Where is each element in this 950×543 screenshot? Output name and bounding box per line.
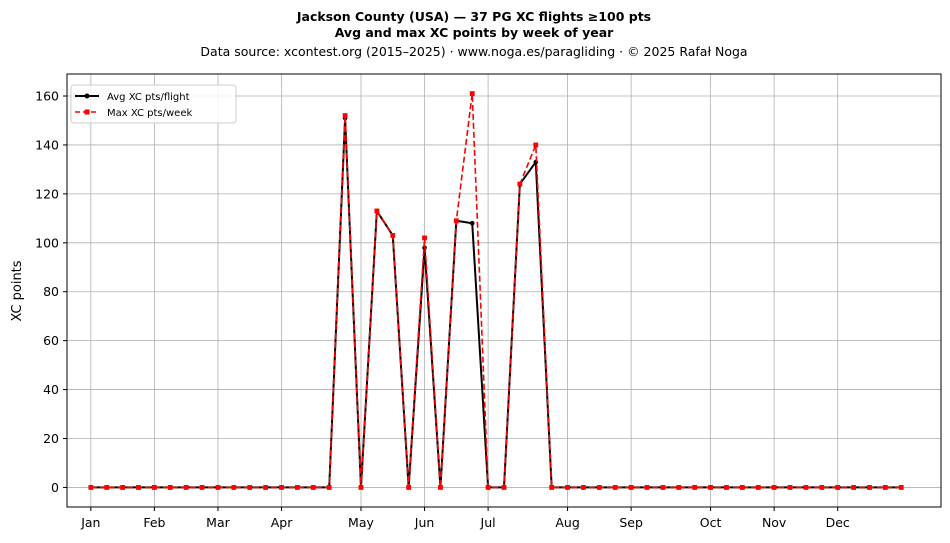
y-tick-label: 100 xyxy=(35,235,59,250)
y-tick-label: 160 xyxy=(35,89,59,104)
data-point-max xyxy=(628,485,634,490)
series-line-avg xyxy=(90,117,902,489)
x-tick-label: Feb xyxy=(143,515,165,530)
data-point-max xyxy=(581,485,586,490)
data-point-max xyxy=(231,485,237,490)
axis-layer: 0 20 40 60 80 100 120 140 160 Jan Feb Mar Apr May Jun J… xyxy=(35,89,850,530)
x-tick-label: Dec xyxy=(826,515,850,530)
data-point-max xyxy=(898,485,904,490)
y-tick-label: 20 xyxy=(43,431,59,446)
x-tick-label: Jan xyxy=(80,515,100,530)
data-point-max xyxy=(787,485,793,490)
data-point-max xyxy=(485,485,491,490)
y-axis-label: XC points xyxy=(10,260,25,321)
data-point-max xyxy=(835,485,841,490)
y-tick-label: 80 xyxy=(43,284,59,299)
y-tick-label: 120 xyxy=(35,186,59,201)
data-point-max xyxy=(136,485,141,490)
data-point-max xyxy=(88,485,94,490)
data-point-max xyxy=(183,485,189,490)
data-point-avg xyxy=(469,220,475,226)
data-point-max xyxy=(755,485,761,490)
data-point-max xyxy=(612,485,618,490)
legend-marker-max xyxy=(84,109,90,115)
data-point-max xyxy=(152,485,157,490)
data-point-max xyxy=(390,233,396,238)
data-point-max xyxy=(660,485,666,490)
chart-subtitle: Data source: xcontest.org (2015–2025) · … xyxy=(200,44,747,59)
y-tick-label: 0 xyxy=(51,480,59,495)
data-point-max xyxy=(644,485,650,490)
data-point-max xyxy=(469,91,475,96)
data-point-max xyxy=(215,485,221,490)
data-point-max xyxy=(326,485,332,490)
chart-title-line-2: Avg and max XC points by week of year xyxy=(335,25,614,40)
series-layer xyxy=(88,91,904,490)
plot-frame xyxy=(66,73,942,508)
data-point-max xyxy=(422,235,427,241)
data-point-max xyxy=(819,485,825,490)
data-point-max xyxy=(247,485,253,490)
data-point-max xyxy=(676,485,682,490)
data-point-max xyxy=(279,485,284,490)
series-line-max xyxy=(90,92,902,489)
data-point-max xyxy=(310,485,316,490)
x-tick-label: May xyxy=(348,515,374,530)
legend-box xyxy=(70,84,237,124)
x-tick-label: Nov xyxy=(762,515,787,530)
data-point-max xyxy=(453,218,459,224)
data-point-max xyxy=(263,485,269,490)
data-point-max xyxy=(549,485,555,490)
data-point-max xyxy=(374,208,380,214)
data-point-max xyxy=(565,485,570,490)
data-point-max xyxy=(851,485,856,490)
data-point-max xyxy=(104,485,110,490)
legend-label-avg: Avg XC pts/flight xyxy=(107,92,190,103)
data-point-max xyxy=(438,485,443,490)
data-point-max xyxy=(167,485,173,490)
data-point-max xyxy=(295,485,300,490)
data-point-max xyxy=(708,485,713,490)
data-point-max xyxy=(803,485,809,490)
data-point-max xyxy=(342,113,348,118)
data-point-max xyxy=(501,485,507,490)
data-point-max xyxy=(692,485,698,490)
data-point-max xyxy=(596,485,602,490)
x-tick-label: Mar xyxy=(206,515,230,530)
legend-marker-avg xyxy=(84,93,90,99)
data-point-max xyxy=(867,485,872,490)
x-tick-label: Aug xyxy=(555,515,579,530)
data-point-max xyxy=(724,485,729,490)
data-point-max xyxy=(771,485,777,490)
data-point-max xyxy=(882,485,888,490)
data-point-max xyxy=(199,485,205,490)
x-tick-label: Apr xyxy=(271,515,293,530)
data-point-max xyxy=(533,142,539,148)
chart-title-line-1: Jackson County (USA) — 37 PG XC flights … xyxy=(296,9,651,24)
y-tick-label: 140 xyxy=(35,137,59,152)
x-tick-label: Jun xyxy=(414,515,435,530)
y-tick-label: 40 xyxy=(43,382,59,397)
legend-label-max: Max XC pts/week xyxy=(107,108,192,119)
legend: Avg XC pts/flight Max XC pts/week xyxy=(70,84,237,124)
data-point-max xyxy=(739,485,745,490)
data-point-max xyxy=(517,181,523,187)
x-tick-label: Oct xyxy=(700,515,722,530)
data-point-max xyxy=(358,485,364,490)
data-point-max xyxy=(120,485,126,490)
x-tick-label: Sep xyxy=(619,515,643,530)
y-tick-label: 60 xyxy=(43,333,59,348)
grid-layer xyxy=(67,74,941,507)
data-point-max xyxy=(406,485,412,490)
x-tick-label: Jul xyxy=(480,515,496,530)
